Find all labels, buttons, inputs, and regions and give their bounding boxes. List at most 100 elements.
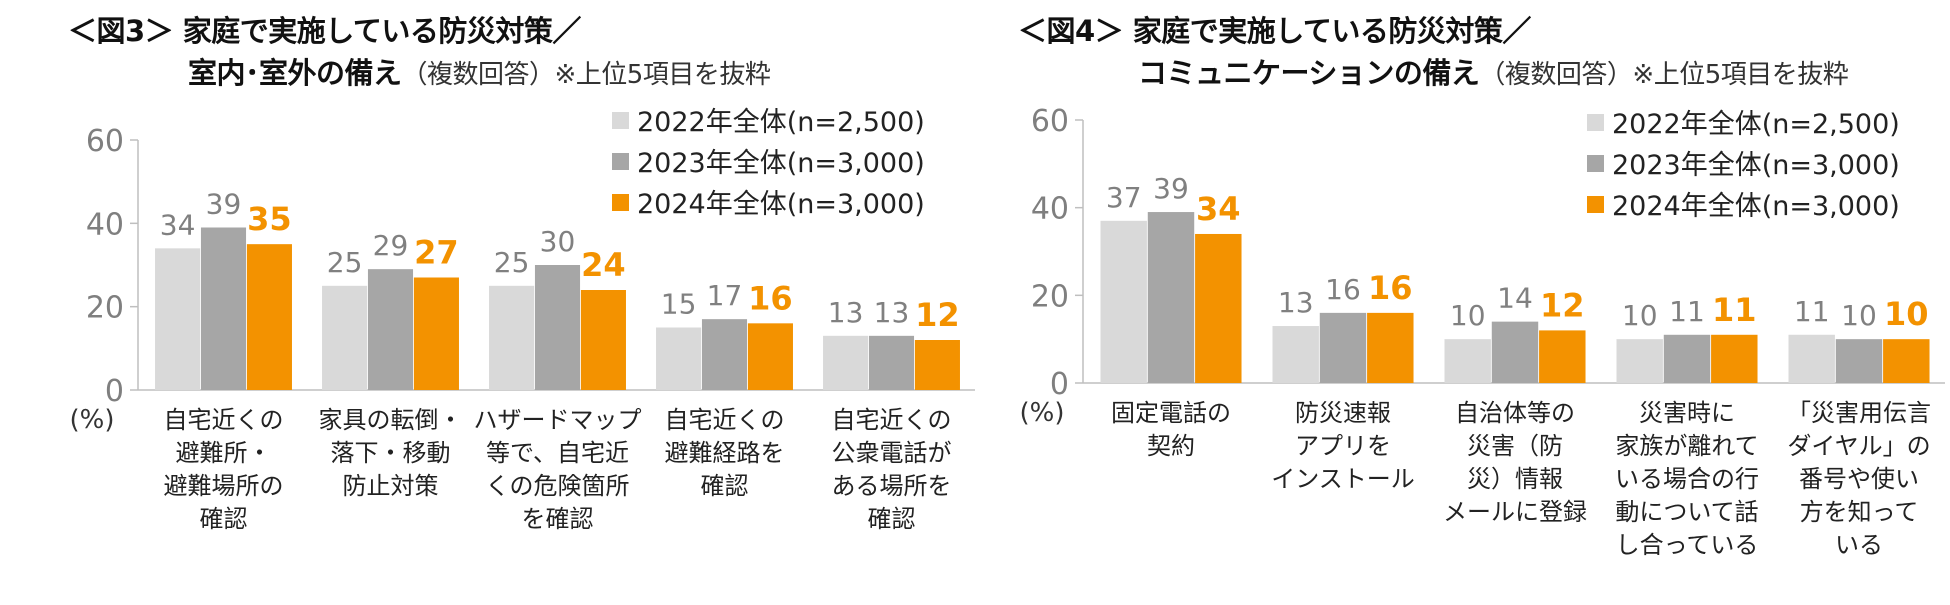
bar-3-category-3 [1539, 330, 1586, 383]
data-label: 11 [1669, 295, 1705, 328]
category-label: 自治体等の [1455, 399, 1575, 427]
data-label: 14 [1497, 282, 1533, 315]
category-label: くの危険箇所 [486, 472, 630, 500]
bar-1-category-4 [1616, 339, 1663, 383]
bar-1-category-2 [1272, 326, 1319, 383]
category-label: 家具の転倒・ [319, 406, 463, 434]
category-label: ハザードマップ [474, 406, 642, 434]
data-label: 34 [1196, 190, 1241, 228]
data-label: 13 [1278, 286, 1314, 319]
figure-3-panel: ＜図3＞ 家庭で実施している防災対策／ 室内･室外の備え（複数回答）※上位5項目… [68, 14, 975, 533]
category-label: いる場合の行 [1615, 465, 1759, 493]
data-label: 13 [828, 296, 864, 329]
bar-3-category-1 [246, 244, 292, 390]
data-label: 10 [1841, 299, 1877, 332]
bar-2-category-3 [534, 265, 581, 390]
category-label: 落下・移動 [331, 439, 451, 467]
category-label: 動について話 [1615, 498, 1758, 526]
bar-1-category-2 [322, 285, 368, 390]
data-label: 15 [661, 288, 697, 321]
category-label: 避難所・ [176, 439, 272, 467]
bar-2-category-2 [367, 269, 414, 390]
category-label: 家族が離れて [1615, 432, 1758, 460]
category-label: 自宅近くの [832, 406, 952, 434]
y-tick-label: 40 [1031, 192, 1069, 227]
data-label: 10 [1622, 299, 1658, 332]
legend-label: 2022年全体(n=2,500) [1612, 109, 1900, 140]
category-label: 自宅近くの [665, 406, 785, 434]
category-label: 契約 [1147, 432, 1195, 460]
category-label: 「災害用伝言 [1787, 399, 1931, 427]
data-label: 29 [373, 229, 409, 262]
bar-1-category-5 [823, 335, 869, 390]
bar-3-category-2 [413, 277, 459, 390]
legend-label: 2023年全体(n=3,000) [1612, 150, 1900, 181]
figure-4-title-note: （複数回答）※上位5項目を抜粋 [1479, 60, 1849, 90]
bar-1-category-1 [155, 248, 201, 390]
data-label: 24 [581, 246, 626, 284]
legend-label: 2022年全体(n=2,500) [637, 107, 925, 138]
data-label: 16 [748, 279, 793, 317]
data-label: 39 [206, 188, 242, 221]
legend-swatch [612, 153, 629, 170]
unit-label: (%) [70, 405, 115, 435]
category-label: 防災速報 [1295, 399, 1391, 427]
bar-3-category-3 [580, 290, 626, 390]
bar-1-category-1 [1100, 220, 1147, 383]
data-label: 25 [494, 246, 530, 279]
category-label: 固定電話の [1111, 399, 1231, 427]
data-label: 12 [1540, 286, 1585, 324]
category-label: 避難場所の [164, 472, 284, 500]
category-label: 災害時に [1639, 399, 1735, 427]
bar-3-category-2 [1367, 312, 1414, 383]
data-label: 11 [1794, 295, 1830, 328]
bar-1-category-3 [1444, 339, 1491, 383]
legend-swatch [612, 112, 629, 129]
category-label: アプリを [1295, 432, 1391, 460]
data-label: 35 [247, 200, 292, 238]
category-label: し合っている [1616, 531, 1759, 559]
legend-swatch [1587, 114, 1604, 131]
y-tick-label: 20 [86, 291, 124, 326]
data-label: 16 [1368, 269, 1413, 307]
bar-3-category-4 [747, 323, 793, 390]
bar-1-category-4 [656, 327, 702, 390]
data-label: 37 [1106, 181, 1142, 214]
legend-label: 2024年全体(n=3,000) [1612, 191, 1900, 222]
y-tick-label: 20 [1031, 279, 1069, 314]
data-label: 27 [414, 234, 459, 272]
legend-swatch [1587, 155, 1604, 172]
bar-2-category-5 [1835, 339, 1883, 383]
category-label: 確認 [200, 505, 248, 533]
category-label: 公衆電話が [832, 439, 952, 467]
category-label: インストール [1271, 465, 1415, 493]
bar-1-category-5 [1788, 334, 1835, 383]
data-label: 34 [160, 208, 196, 241]
bar-3-category-5 [914, 340, 960, 390]
data-label: 16 [1325, 273, 1361, 306]
data-label: 11 [1712, 291, 1757, 329]
data-label: 17 [707, 279, 743, 312]
bar-2-category-2 [1319, 312, 1367, 383]
bar-2-category-1 [200, 227, 247, 390]
figure-4-title-main: コミュニケーションの備え [1138, 56, 1480, 90]
data-label: 12 [915, 296, 960, 334]
category-label: 災）情報 [1467, 465, 1563, 493]
bar-2-category-1 [1147, 212, 1195, 383]
figure-4-title-line2: コミュニケーションの備え（複数回答）※上位5項目を抜粋 [1138, 50, 1849, 92]
y-tick-label: 0 [1050, 367, 1069, 402]
bar-2-category-3 [1491, 321, 1539, 383]
legend-label: 2023年全体(n=3,000) [637, 148, 925, 179]
figure-3-title-line2: 室内･室外の備え（複数回答）※上位5項目を抜粋 [188, 50, 771, 92]
data-label: 13 [874, 296, 910, 329]
y-tick-label: 40 [86, 207, 124, 242]
unit-label: (%) [1020, 398, 1065, 428]
category-label: 番号や使い [1799, 465, 1919, 493]
y-tick-label: 60 [86, 124, 124, 159]
bar-2-category-4 [1663, 334, 1711, 383]
category-label: 確認 [701, 472, 749, 500]
y-tick-label: 0 [105, 374, 124, 409]
category-label: 方を知って [1800, 498, 1919, 526]
